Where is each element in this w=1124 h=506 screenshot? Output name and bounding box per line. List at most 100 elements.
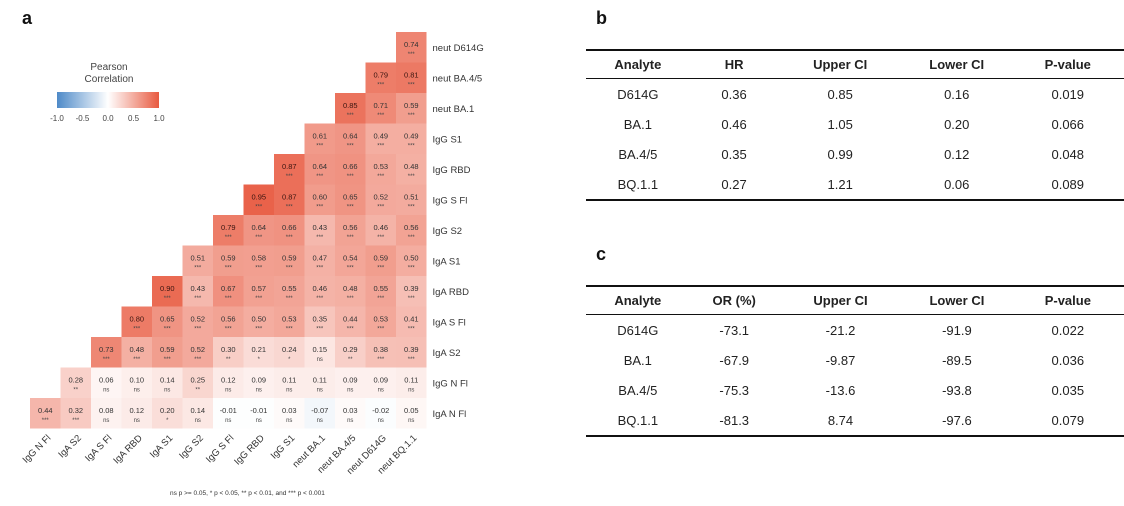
table-row: D614G 0.36 0.85 0.16 0.019 <box>586 79 1124 110</box>
heatmap-cell-significance: ns <box>256 418 262 424</box>
heatmap-cell-significance: *** <box>347 296 355 302</box>
heatmap-cell <box>121 367 152 398</box>
heatmap-cell-significance: ** <box>226 357 231 363</box>
heatmap-cell-value: 0.66 <box>282 223 297 232</box>
heatmap-cell-value: 0.10 <box>129 376 144 385</box>
heatmap-cell-value: 0.50 <box>404 254 419 263</box>
heatmap-cell <box>396 215 427 246</box>
heatmap-cell-significance: *** <box>103 357 111 363</box>
table-cell: 0.35 <box>721 146 747 162</box>
table-cell: 0.022 <box>1051 322 1085 338</box>
heatmap-cell-significance: *** <box>316 144 324 150</box>
heatmap-cell-significance: ns <box>286 418 292 424</box>
heatmap-cell-value: 0.51 <box>190 254 205 263</box>
heatmap-cell <box>304 245 335 276</box>
heatmap-cell <box>335 184 366 215</box>
column-header: Lower CI <box>901 49 1012 79</box>
heatmap-cell-value: 0.59 <box>160 345 175 354</box>
heatmap-cell-significance: *** <box>408 113 416 119</box>
heatmap-cell <box>152 276 183 307</box>
heatmap-cell-significance: *** <box>194 266 202 272</box>
table-cell: 0.27 <box>689 169 779 201</box>
heatmap-cell <box>243 306 274 337</box>
heatmap-cell <box>304 306 335 337</box>
heatmap-cell <box>396 367 427 398</box>
heatmap-column-label: IgG N Fl <box>21 433 54 466</box>
heatmap-cell <box>365 184 396 215</box>
table-cell: BA.1 <box>623 116 652 132</box>
table-cell: 0.06 <box>901 169 1012 201</box>
heatmap-cell-value: 0.21 <box>251 345 266 354</box>
heatmap-cell-significance: *** <box>347 174 355 180</box>
heatmap-cell <box>396 154 427 185</box>
heatmap-cell <box>365 367 396 398</box>
heatmap-column-label: IgA S2 <box>56 433 84 461</box>
heatmap-cell-significance: *** <box>377 327 385 333</box>
table-cell: -9.87 <box>825 352 856 368</box>
heatmap-cell-significance: *** <box>316 235 324 241</box>
heatmap-cell <box>152 306 183 337</box>
heatmap-cell-value: 0.48 <box>129 345 144 354</box>
heatmap-cell-significance: *** <box>316 205 324 211</box>
heatmap-cell-value: 0.64 <box>312 162 327 171</box>
heatmap-cell-value: 0.43 <box>312 223 327 232</box>
heatmap-cell-value: 0.79 <box>373 71 388 80</box>
heatmap-cell-value: 0.44 <box>343 315 358 324</box>
heatmap-cell-value: 0.12 <box>129 406 144 415</box>
heatmap-cell <box>213 276 244 307</box>
heatmap-cell-significance: *** <box>377 83 385 89</box>
heatmap-cell-significance: *** <box>164 357 172 363</box>
heatmap-cell-value: 0.53 <box>282 315 297 324</box>
heatmap-cell <box>396 32 427 63</box>
heatmap-cell-value: 0.73 <box>99 345 114 354</box>
heatmap-cell-significance: ns <box>317 357 323 363</box>
heatmap-cell-value: 0.39 <box>404 284 419 293</box>
heatmap-cell-value: 0.52 <box>190 345 205 354</box>
heatmap-cell-value: 0.53 <box>373 315 388 324</box>
heatmap-cell-value: 0.81 <box>404 71 419 80</box>
heatmap-cell-value: 0.71 <box>373 101 388 110</box>
table-row: BA.1 -67.9 -9.87 -89.5 0.036 <box>586 345 1124 375</box>
heatmap-cell-significance: *** <box>316 327 324 333</box>
table-cell: 0.019 <box>1051 86 1085 102</box>
heatmap-cell-value: 0.59 <box>404 101 419 110</box>
heatmap-cell <box>365 306 396 337</box>
heatmap-cell-significance: *** <box>408 357 416 363</box>
table-cell: 0.36 <box>721 86 747 102</box>
heatmap-cell-value: 0.28 <box>68 376 83 385</box>
heatmap-cell <box>182 306 213 337</box>
heatmap-cell <box>274 184 305 215</box>
heatmap-cell-significance: *** <box>286 296 294 302</box>
heatmap-cell-significance: *** <box>194 296 202 302</box>
heatmap-cell-significance: *** <box>347 327 355 333</box>
heatmap-cell-value: 0.58 <box>251 254 266 263</box>
heatmap-cell-significance: ns <box>164 388 170 394</box>
heatmap-cell <box>213 337 244 368</box>
heatmap-cell-significance: ** <box>73 388 78 394</box>
heatmap-cell-significance: *** <box>347 144 355 150</box>
heatmap-cell-value: 0.48 <box>404 162 419 171</box>
heatmap-cell-value: 0.06 <box>99 376 114 385</box>
heatmap-cell <box>30 398 61 429</box>
heatmap-cell <box>274 276 305 307</box>
table-cell: 1.21 <box>778 169 902 201</box>
heatmap-cell-significance: *** <box>377 174 385 180</box>
column-header: P-value <box>1011 49 1124 79</box>
heatmap-cell-value: 0.43 <box>190 284 205 293</box>
heatmap-cell <box>91 367 122 398</box>
heatmap-row-label: IgG RBD <box>433 165 471 176</box>
heatmap-cell <box>121 398 152 429</box>
table-cell: BQ.1.1 <box>586 169 690 201</box>
heatmap-cell-value: 0.29 <box>343 345 358 354</box>
table-cell: 0.12 <box>944 146 970 162</box>
heatmap-cell-significance: *** <box>408 144 416 150</box>
heatmap-cell-value: 0.65 <box>160 315 175 324</box>
table-cell: D614G <box>617 86 659 102</box>
heatmap-cell <box>274 215 305 246</box>
heatmap-cell <box>152 337 183 368</box>
heatmap-cell-value: 0.44 <box>38 406 53 415</box>
column-header: Analyte <box>586 285 690 315</box>
heatmap-row-label: IgG S1 <box>433 134 463 145</box>
legend-title-line1: Pearson <box>90 62 127 73</box>
heatmap-cell <box>213 306 244 337</box>
